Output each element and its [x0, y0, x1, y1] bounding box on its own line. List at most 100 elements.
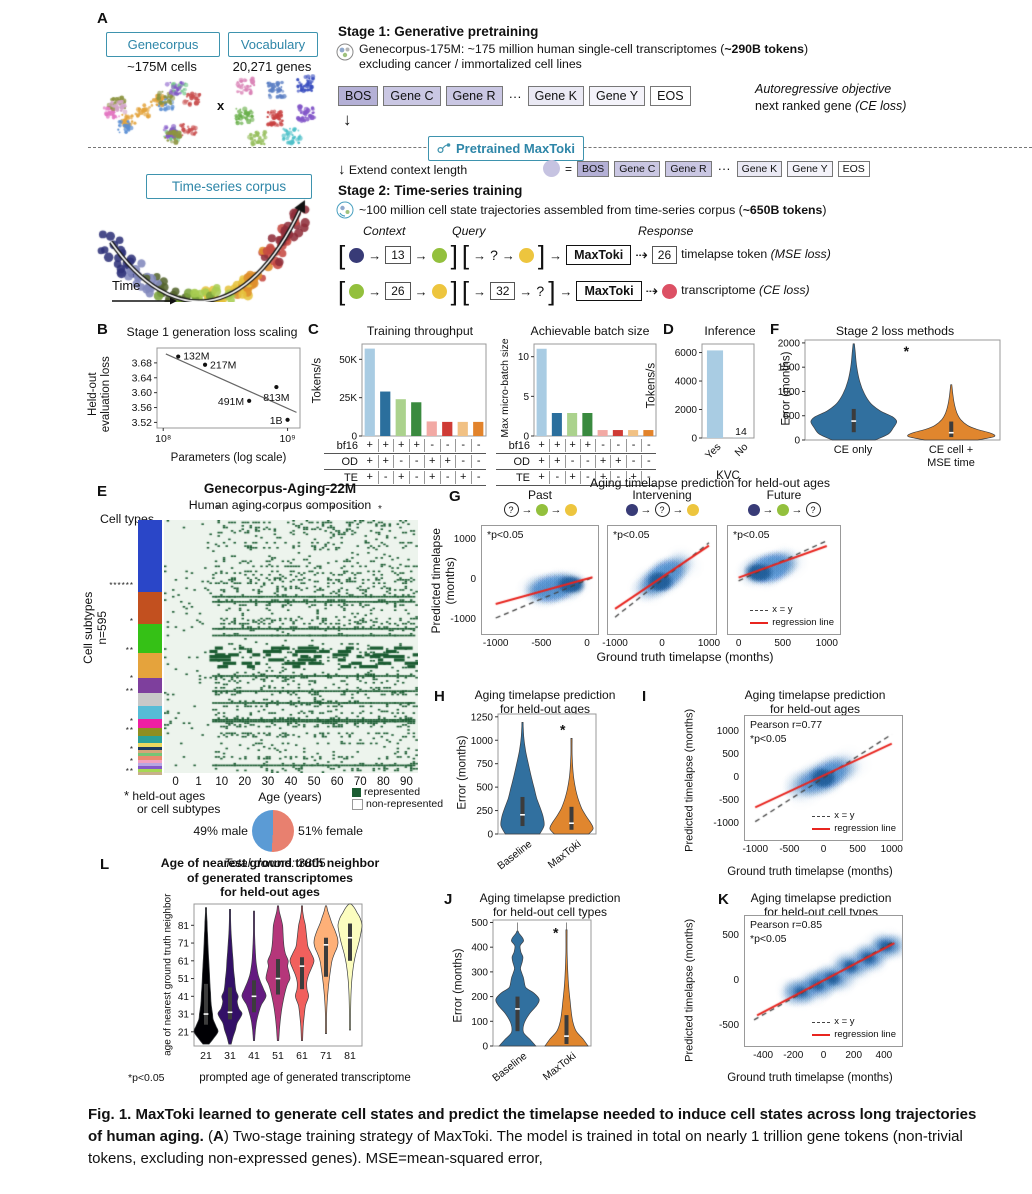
- matrix-cell: -: [470, 471, 487, 484]
- stage2-desc: ~100 million cell state trajectories ass…: [359, 203, 827, 217]
- timeseries-corpus-box: Time-series corpus: [146, 174, 312, 199]
- held-out-subtype-mark: ******: [109, 581, 134, 590]
- matrix-cell: -: [470, 439, 487, 452]
- bar: [426, 421, 437, 436]
- genecorpus-sub: ~175M cells: [127, 59, 197, 74]
- chart-f-loss-violins: 0 500 1000 1500 2000 *: [769, 336, 1004, 447]
- tick-label: 500: [471, 918, 488, 929]
- violin: [907, 384, 996, 441]
- matrix-row: bf16 + + + + - - - -: [496, 438, 656, 454]
- p-value-annotation: Pearson r=0.77 *p<0.05: [750, 719, 823, 745]
- tick-label: 61: [296, 1050, 308, 1062]
- stage2-title: Stage 2: Time-series training: [338, 183, 523, 198]
- matrix-cell: -: [439, 471, 456, 484]
- chart-l-title: Age of nearest ground truth neighbor of g…: [160, 856, 380, 899]
- matrix-cell: +: [393, 471, 409, 484]
- tick-label: 81: [178, 921, 190, 932]
- tick-label: Parameters (log scale): [171, 452, 287, 464]
- tick-label: 0: [691, 434, 697, 445]
- chart-g1-sequence-icons: ? → →: [482, 502, 598, 517]
- tick-label: 3.52: [132, 417, 153, 429]
- vocabulary-sub: 20,271 genes: [232, 59, 312, 74]
- tick-label: 1000: [778, 387, 801, 398]
- tick-label: 500: [476, 783, 493, 794]
- bar: [536, 348, 547, 436]
- matrix-cell: +: [579, 439, 595, 452]
- cell-type-block: [138, 623, 162, 653]
- tick-label: 200: [471, 992, 488, 1003]
- chart-f-cat1: CE only: [833, 444, 873, 456]
- matrix-cell: -: [610, 471, 625, 484]
- bar: [628, 430, 639, 436]
- tick-label: 31: [224, 1050, 236, 1062]
- chart-j-ylabel: Error (months): [452, 948, 465, 1023]
- violin: [810, 343, 898, 441]
- matrix-row: TE + - + - + - + -: [324, 470, 486, 486]
- tick-label: 1000: [471, 736, 494, 747]
- chart-h-error-violins: 0 250 500 750 1000 1250 *: [471, 710, 602, 841]
- age-tick-label: 1: [195, 776, 202, 788]
- y-tick-label: -500: [718, 794, 739, 806]
- tick-label: 0: [523, 432, 529, 443]
- x-tick-label: 200: [845, 1050, 863, 1061]
- matrix-row: OD + + - - + + - -: [496, 454, 656, 470]
- cell-type-color-column: [138, 520, 162, 775]
- plot-legend: x = y regression line: [812, 810, 896, 836]
- query-label: Query: [452, 224, 486, 238]
- x-tick-label: 0: [735, 638, 742, 649]
- matrix-cell: -: [564, 455, 580, 468]
- bar: [411, 402, 422, 436]
- held-out-note: * held-out ages: [124, 788, 206, 803]
- matrix-cell: +: [610, 455, 625, 468]
- chart-b-title: Stage 1 generation loss scaling: [126, 325, 298, 339]
- violin: [500, 722, 545, 835]
- state-dot-navy: [349, 247, 365, 263]
- tick-label: 300: [471, 967, 488, 978]
- chart-l-p-label: *p<0.05: [128, 1072, 165, 1084]
- cell-type-block: [138, 678, 162, 694]
- x-tick-label: -200: [783, 1050, 804, 1061]
- x-tick-label: -500: [779, 844, 800, 855]
- chart-d-xlabel: KVC: [716, 470, 740, 482]
- x-tick-label: -1000: [742, 844, 769, 855]
- matrix-cell: -: [579, 471, 595, 484]
- state-dot-navy: [747, 503, 760, 516]
- matrix-row: TE + - + - + - + -: [496, 470, 656, 486]
- chart-d-title: Inference: [704, 324, 756, 338]
- data-point: [176, 354, 181, 359]
- non-represented-swatch: [352, 798, 363, 810]
- cell-type-block: [138, 520, 162, 593]
- violin-box: [324, 937, 328, 977]
- figure-caption: Fig. 1. MaxToki learned to generate cell…: [88, 1106, 977, 1168]
- matrix-cell: +: [408, 439, 425, 452]
- y-tick-label: -500: [718, 1020, 739, 1032]
- held-out-age-mark: *: [262, 504, 266, 515]
- violin: [241, 910, 267, 1042]
- cell-type-block: [138, 727, 162, 737]
- tick-label: 31: [178, 1010, 190, 1021]
- dashed-arrow-icon: ⇢: [635, 247, 648, 264]
- panel-label-i: I: [642, 688, 647, 705]
- chart-i-title: Aging timelapse prediction for held-out a…: [744, 688, 886, 717]
- matrix-cell: -: [439, 439, 456, 452]
- tick-label: 500: [783, 411, 800, 422]
- held-out-age-mark: *: [354, 504, 358, 515]
- age-tick-label: 80: [376, 776, 390, 788]
- data-point: [247, 398, 252, 403]
- held-out-subtype-mark: *: [129, 617, 134, 626]
- matrix-cell: -: [610, 439, 625, 452]
- chart-e-xlabel: Age (years): [258, 790, 322, 804]
- x-tick-label: 1000: [880, 844, 903, 855]
- chart-h-title: Aging timelapse prediction for held-out a…: [474, 688, 616, 717]
- p-value-annotation: *p<0.05: [487, 529, 524, 541]
- time-label: Time: [112, 278, 141, 293]
- cell-type-block: [138, 652, 162, 679]
- panel-label-j: J: [444, 891, 453, 908]
- tick-label: 3.56: [132, 402, 153, 414]
- chart-g3-density-future: 0 500 1000 *p<0.05 x = y regression line: [726, 522, 842, 664]
- token-gene-c: Gene C: [614, 160, 661, 177]
- dashed-arrow-icon: ⇢: [645, 283, 659, 300]
- chart-k-title: Aging timelapse prediction for held-out c…: [750, 891, 892, 920]
- corpus-composition-heatmap: [164, 520, 418, 773]
- x-category-label: MaxToki: [545, 838, 583, 872]
